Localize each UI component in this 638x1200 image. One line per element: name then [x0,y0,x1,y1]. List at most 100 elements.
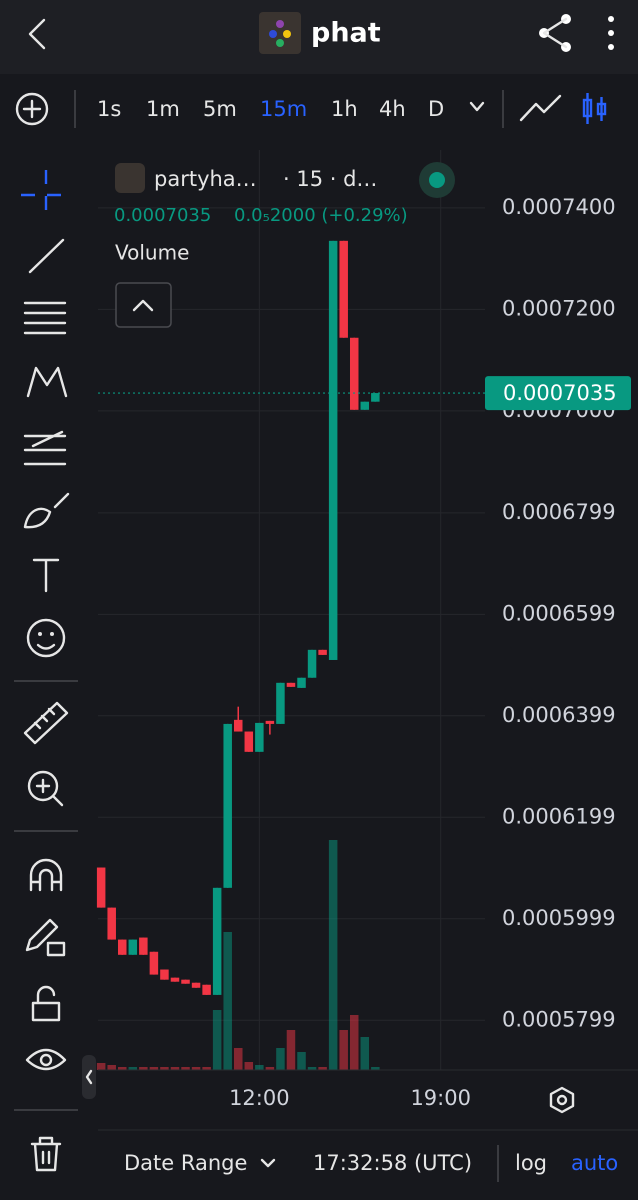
candle-body [212,887,222,995]
candle-body [202,984,211,995]
token-dot [283,30,291,38]
candle-body [339,240,348,338]
unlock-tool[interactable] [31,985,61,1022]
zoom-tool[interactable] [27,770,64,807]
date-range-button[interactable]: Date Range [124,1151,247,1175]
interval-button[interactable]: 15m [260,97,307,121]
volume-bar [318,1067,327,1070]
interval-button[interactable]: D [428,97,444,121]
token-dot [269,30,277,38]
candle-body [118,939,127,955]
crosshair-tool[interactable] [19,168,73,222]
candle-body [107,907,116,940]
auto-toggle[interactable]: auto [571,1151,618,1175]
volume-bar [202,1067,211,1070]
y-tick-label: 0.0005999 [502,906,616,930]
x-tick-label: 12:00 [229,1086,290,1110]
symbol-name: partyha… [154,167,257,191]
projection-tool[interactable] [23,430,67,466]
candle-body [149,951,159,975]
text-tool[interactable] [32,558,60,593]
candle-body [276,682,285,724]
interval-button[interactable]: 1s [97,97,121,121]
volume-bar [223,932,232,1070]
volume-bar [170,1067,180,1070]
candle-body [349,337,359,410]
line-chart-button[interactable] [519,94,562,122]
price-change: 0.0₅2000 (+0.29%) [234,205,408,226]
volume-bar [160,1067,169,1070]
trend-line-tool[interactable] [28,238,65,274]
token-icon [259,12,301,54]
pattern-tool[interactable] [26,366,68,398]
volume-bar [328,840,338,1070]
volume-bar [233,1048,243,1070]
volume-bar [307,1067,317,1070]
collapse-legend-button[interactable] [115,282,172,328]
interval-dropdown[interactable] [469,101,485,112]
volume-bar [139,1067,148,1070]
candle-chart-button[interactable] [582,93,607,124]
y-tick-label: 0.0007200 [502,296,616,320]
y-tick-label: 0.0006199 [502,804,616,828]
candle-body [233,719,243,732]
clock: 17:32:58 (UTC) [313,1151,472,1175]
brush-tool[interactable] [23,492,70,529]
volume-bar [181,1067,190,1070]
interval-button[interactable]: 5m [203,97,237,121]
y-tick-label: 0.0005799 [502,1007,616,1031]
candle-body [128,939,138,955]
x-tick-label: 19:00 [410,1086,471,1110]
measure-tool[interactable] [23,701,69,745]
last-price-legend: 0.0007035 [114,205,211,226]
page-title: phat [311,18,381,49]
lock-drawings-tool[interactable] [25,918,66,957]
settings-dot [556,1094,568,1106]
menu-button[interactable] [608,16,614,50]
delete-tool[interactable] [30,1136,62,1172]
drawing-toolbar [0,146,92,1200]
volume-bar [118,1067,127,1070]
candle-body [371,393,380,402]
candle-body [170,977,180,982]
emoji-tool[interactable] [26,618,66,658]
last-price-label: 0.0007035 [503,381,617,405]
volume-bar [297,1052,306,1070]
candle-body [191,982,201,988]
volume-bar [286,1030,296,1070]
back-button[interactable] [28,18,46,50]
share-button[interactable] [539,14,571,52]
volume-bar [349,1015,359,1070]
candle-body [360,401,370,410]
interval-button[interactable]: 1m [146,97,180,121]
symbol-meta: · 15 · d… [283,167,377,191]
magnet-tool[interactable] [29,858,63,892]
chevron [260,1158,276,1168]
fib-tool[interactable] [23,301,67,335]
add-indicator-button[interactable] [15,92,49,126]
interval-button[interactable]: 4h [379,97,406,121]
market-status [429,172,445,188]
volume-bar [339,1030,348,1070]
last-price-tag [485,376,631,411]
token-dot [276,20,284,28]
interval-button[interactable]: 1h [331,97,358,121]
volume-bar [128,1067,138,1070]
volume-bar [255,1065,264,1070]
candle-body [96,867,106,908]
y-tick-label: 0.0006599 [502,601,616,625]
plus [22,99,42,119]
candle-body [265,720,275,724]
candle-body [297,677,306,688]
settings-button[interactable] [549,1086,575,1114]
footer [98,1130,638,1200]
spacer [561,1099,563,1101]
visibility-tool[interactable] [25,1048,67,1071]
candle-body [255,722,264,752]
collapse-toolbar-button[interactable] [82,1055,96,1099]
log-toggle[interactable]: log [515,1151,547,1175]
volume-bar [360,1037,370,1070]
y-tick-label: 0.0006399 [502,703,616,727]
